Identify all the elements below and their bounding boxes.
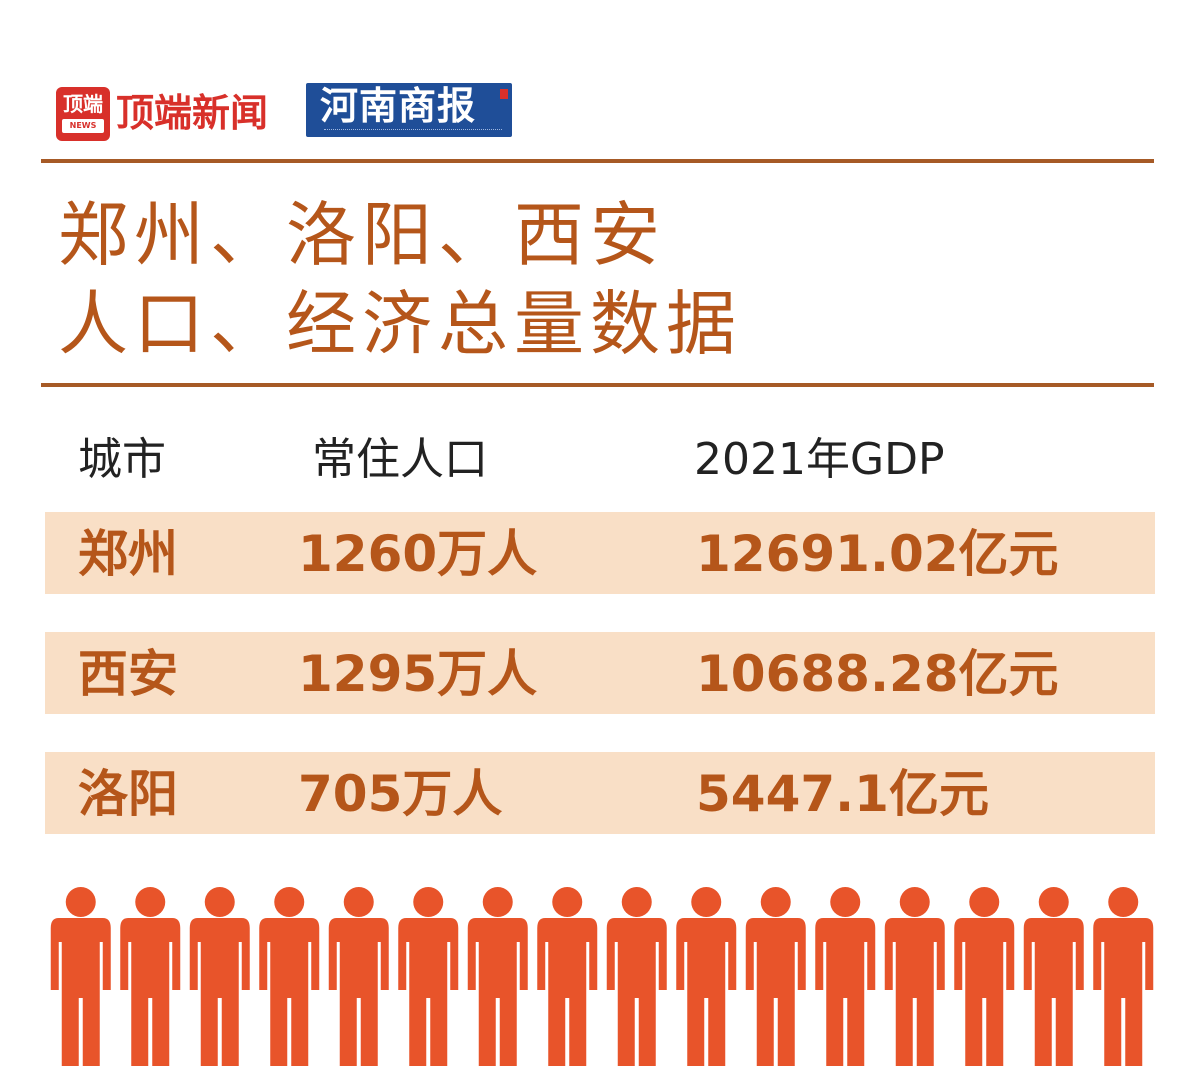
title-rule-top <box>41 159 1154 163</box>
person-icon <box>954 887 1015 1066</box>
person-body <box>815 918 876 1066</box>
population-cell: 705万人 <box>298 765 503 823</box>
person-icon <box>1023 887 1084 1066</box>
person-body <box>537 918 598 1066</box>
person-head <box>204 887 235 917</box>
person-body <box>120 918 181 1066</box>
person-head <box>135 887 166 917</box>
dingduan-badge-text: 顶端 <box>63 92 103 116</box>
title-rule-bottom <box>41 383 1154 387</box>
henan-daily-logo: 河南商报 <box>306 83 512 137</box>
person-head <box>274 887 305 917</box>
person-body <box>1023 918 1084 1066</box>
person-body <box>467 918 528 1066</box>
person-head <box>621 887 652 917</box>
person-body <box>676 918 737 1066</box>
table-row: 郑州 1260万人 12691.02亿元 <box>45 512 1155 594</box>
person-body <box>398 918 459 1066</box>
person-head <box>830 887 861 917</box>
henan-logo-name: 河南商报 <box>320 83 477 128</box>
person-head <box>1038 887 1069 917</box>
title-line-2: 人口、经济总量数据 <box>58 283 742 365</box>
gdp-cell: 5447.1亿元 <box>696 765 989 823</box>
table-row: 西安 1295万人 10688.28亿元 <box>45 632 1155 714</box>
person-icon <box>189 887 250 1066</box>
city-cell: 西安 <box>78 645 178 703</box>
person-icon <box>1093 887 1154 1066</box>
dingduan-badge-sub: NEWS <box>69 121 97 130</box>
person-body <box>1093 918 1154 1066</box>
dingduan-logo-name: 顶端新闻 <box>116 90 269 135</box>
person-body <box>328 918 389 1066</box>
person-icon <box>606 887 667 1066</box>
person-icon <box>467 887 528 1066</box>
person-head <box>413 887 444 917</box>
person-icon <box>50 887 111 1066</box>
gdp-cell: 12691.02亿元 <box>696 525 1059 583</box>
person-body <box>745 918 806 1066</box>
person-head <box>482 887 513 917</box>
person-icon <box>537 887 598 1066</box>
person-body <box>259 918 320 1066</box>
header-population: 常住人口 <box>312 434 488 485</box>
person-icon <box>398 887 459 1066</box>
person-head <box>691 887 722 917</box>
person-head <box>1108 887 1139 917</box>
person-icon <box>120 887 181 1066</box>
header-gdp: 2021年GDP <box>694 434 945 485</box>
dingduan-badge-strip: NEWS <box>62 119 104 133</box>
city-cell: 洛阳 <box>78 765 178 823</box>
person-body <box>189 918 250 1066</box>
person-head <box>899 887 930 917</box>
gdp-cell: 10688.28亿元 <box>696 645 1059 703</box>
person-icon <box>815 887 876 1066</box>
city-cell: 郑州 <box>78 525 178 583</box>
population-cell: 1260万人 <box>298 525 538 583</box>
people-strip <box>50 887 1154 1066</box>
title-line-1: 郑州、洛阳、西安 <box>58 194 666 276</box>
dingduan-logo-badge: 顶端 NEWS <box>56 87 110 141</box>
person-head <box>760 887 791 917</box>
person-head <box>552 887 583 917</box>
person-body <box>954 918 1015 1066</box>
person-icon <box>745 887 806 1066</box>
table-row: 洛阳 705万人 5447.1亿元 <box>45 752 1155 834</box>
henan-logo-subline <box>324 129 502 134</box>
henan-logo-seal-icon <box>500 89 508 99</box>
person-body <box>606 918 667 1066</box>
person-body <box>884 918 945 1066</box>
person-icon <box>259 887 320 1066</box>
person-icon <box>676 887 737 1066</box>
person-icon <box>328 887 389 1066</box>
header-city: 城市 <box>78 434 166 485</box>
person-icon <box>884 887 945 1066</box>
person-head <box>969 887 1000 917</box>
population-cell: 1295万人 <box>298 645 538 703</box>
person-body <box>50 918 111 1066</box>
person-head <box>65 887 96 917</box>
person-head <box>343 887 374 917</box>
